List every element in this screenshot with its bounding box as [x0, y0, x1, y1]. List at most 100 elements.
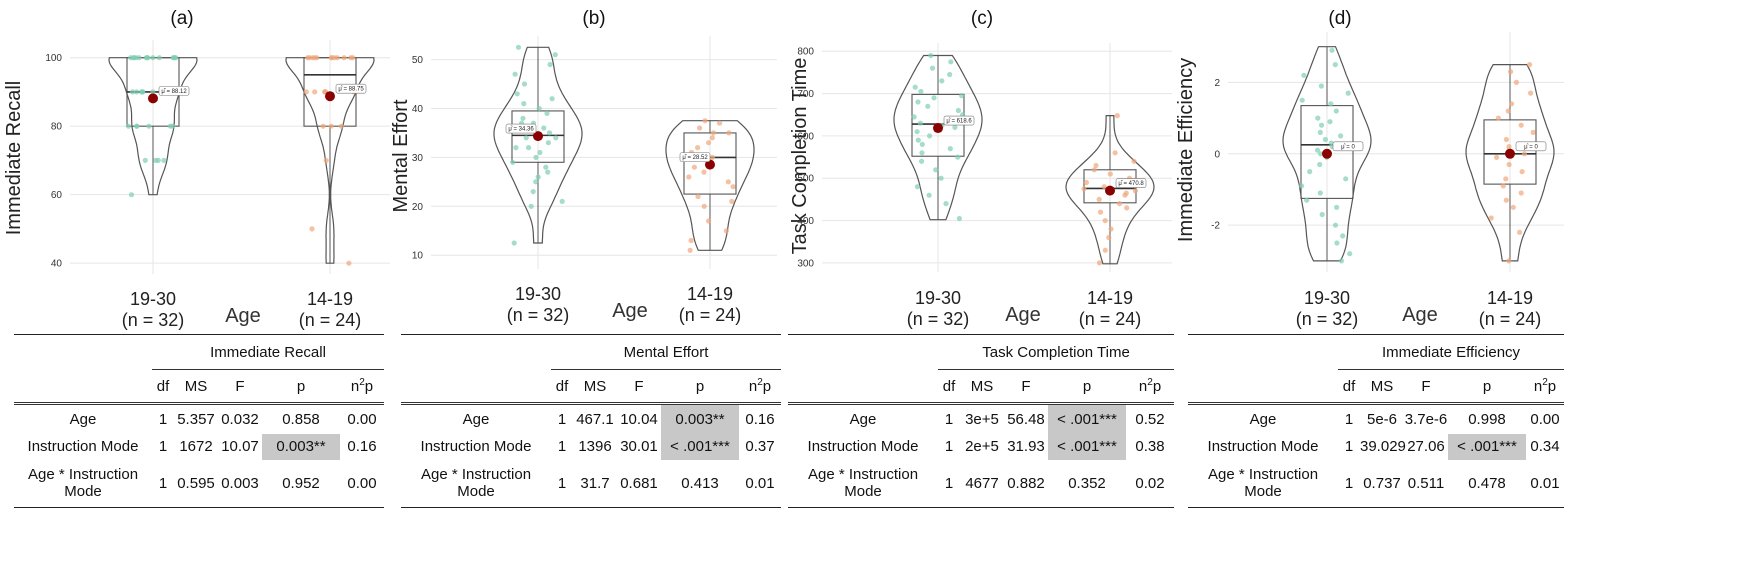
- data-point: [931, 95, 937, 101]
- x-group-label: 19-30: [130, 289, 176, 309]
- data-point: [1345, 90, 1351, 96]
- data-point: [917, 120, 923, 126]
- data-point: [1108, 226, 1114, 232]
- box-14-19: [683, 132, 737, 195]
- data-point: [1332, 62, 1338, 68]
- cell-p: 0.858: [282, 410, 320, 428]
- table-row: Age 1 5.357 0.032 0.858 0.00: [14, 404, 384, 434]
- data-point: [911, 114, 917, 120]
- x-group-label: 14-19: [307, 289, 353, 309]
- violin-19-30: [493, 46, 583, 244]
- dv-header-row: Mental Effort: [401, 334, 781, 370]
- mean-label: μ̂ = 34.36: [508, 127, 534, 133]
- data-point: [1503, 176, 1509, 182]
- data-point: [1317, 129, 1323, 135]
- data-point: [350, 55, 356, 61]
- chart-svg: (a) Immediate Recall 40 60 80 100 μ̂ = 88.12 19…: [3, 8, 390, 330]
- data-point: [1509, 101, 1515, 107]
- data-point: [1508, 69, 1514, 75]
- data-point: [312, 55, 318, 61]
- mean-label-box: [1115, 178, 1147, 188]
- data-point: [134, 123, 140, 129]
- data-point: [1116, 201, 1123, 207]
- cell-df: 1: [944, 474, 954, 492]
- data-point: [338, 123, 344, 129]
- blank-cell: [788, 370, 938, 404]
- x-group-n: (n = 32): [122, 310, 185, 330]
- chart-panel-1: (a) Immediate Recall 40 60 80 100 μ̂ = 88.12 19…: [0, 0, 395, 576]
- cell-df: 1: [1344, 474, 1354, 492]
- cell-df: 1: [158, 474, 168, 492]
- data-point: [535, 174, 541, 180]
- data-point: [1298, 183, 1305, 189]
- data-point: [918, 88, 924, 95]
- data-point: [312, 89, 318, 95]
- violin-19-30: [893, 54, 983, 221]
- data-point: [514, 91, 520, 97]
- data-point: [723, 228, 729, 234]
- cell-df: 1: [944, 410, 954, 428]
- dependent-variable: Immediate Recall: [152, 334, 385, 370]
- cell-p: 0.003**: [661, 403, 739, 434]
- x-group-n: (n = 24): [1479, 309, 1542, 329]
- data-point: [919, 141, 925, 147]
- cell-df: 1: [158, 410, 168, 428]
- mean-label-box: [1332, 141, 1364, 152]
- data-point: [1318, 151, 1324, 157]
- cell-n2p: 0.00: [1530, 410, 1560, 428]
- data-point: [947, 146, 953, 152]
- data-point: [717, 120, 723, 126]
- cell-ms: 2e+5: [965, 438, 999, 455]
- y-tick-label: 10: [412, 251, 424, 262]
- row-label: Age * Instruction Mode: [1207, 466, 1319, 501]
- cell-n2p: 0.16: [347, 438, 377, 455]
- mean-label: μ̂ = 88.75: [338, 87, 364, 93]
- data-point: [725, 179, 731, 185]
- data-point: [129, 89, 135, 95]
- data-point: [1106, 234, 1112, 241]
- panel-label: (a): [170, 8, 193, 29]
- data-point: [1328, 101, 1334, 107]
- cell-ms: 0.595: [177, 474, 215, 492]
- y-tick-label: 600: [797, 131, 814, 142]
- column-header-MS: MS: [1370, 377, 1394, 395]
- chart-svg: (b) Mental Effort 10 20 30 40 50 μ̂ = 34.36 19-3…: [390, 8, 777, 325]
- data-point: [915, 137, 921, 143]
- data-point: [521, 81, 528, 87]
- cell-f: 0.681: [620, 474, 658, 492]
- data-point: [1112, 150, 1118, 156]
- mean-point: [933, 123, 943, 134]
- cell-n2p: 0.01: [1530, 474, 1560, 492]
- data-point: [1101, 184, 1107, 190]
- y-tick-label: 40: [51, 259, 63, 270]
- data-point: [1327, 119, 1333, 125]
- cell-p: < .001***: [1048, 403, 1126, 434]
- data-point: [919, 158, 925, 164]
- data-point: [346, 260, 352, 266]
- cell-ms: 5e-6: [1366, 410, 1398, 428]
- table-row: Age * Instruction Mode 1 4677 0.882 0.352 0.0…: [788, 460, 1174, 508]
- column-header-MS: MS: [583, 377, 607, 395]
- data-point: [701, 203, 707, 209]
- cell-df: 1: [1344, 438, 1354, 455]
- data-point: [323, 157, 329, 163]
- data-point: [150, 89, 156, 95]
- table-row: Age 1 5e-6 3.7e-6 0.998 0.00: [1188, 404, 1564, 434]
- mean-label: μ̂ = 0: [1341, 144, 1355, 150]
- cell-p: < .001***: [1448, 433, 1526, 460]
- y-tick-label: 2: [1214, 78, 1220, 89]
- row-label: Instruction Mode: [1207, 438, 1319, 455]
- data-point: [709, 135, 715, 141]
- table-row: Age * Instruction Mode 1 31.7 0.681 0.413 0.0…: [401, 460, 781, 508]
- y-tick-label: 400: [797, 216, 814, 227]
- blank-cell: [788, 335, 938, 370]
- column-header-p: p: [296, 377, 306, 395]
- cell-f: 31.93: [1007, 438, 1045, 455]
- data-point: [1314, 147, 1321, 153]
- data-point: [536, 105, 542, 112]
- mean-label-box: [679, 152, 711, 162]
- column-header-df: df: [1342, 377, 1356, 395]
